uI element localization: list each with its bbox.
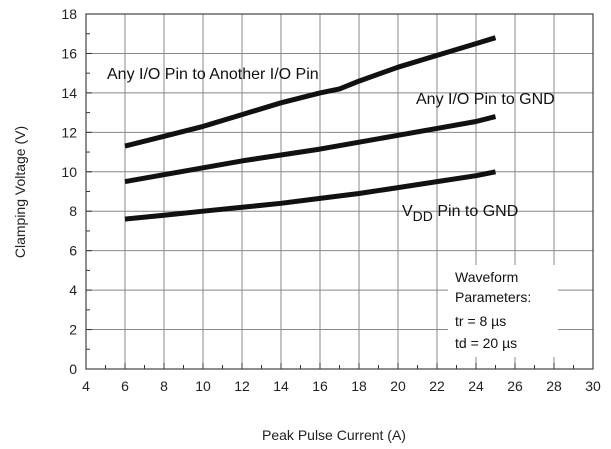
y-tick-label: 4	[69, 282, 77, 298]
annotation-box	[448, 265, 558, 357]
series-line-io-to-io	[124, 35, 497, 149]
series-label-vdd-sub: DD	[413, 208, 433, 224]
x-tick-label: 22	[429, 378, 445, 394]
x-axis-title: Peak Pulse Current (A)	[262, 427, 406, 443]
plot-frame-border	[85, 13, 594, 370]
series-label-vdd-rest: Pin to GND	[433, 203, 518, 220]
y-tick-label: 18	[61, 6, 77, 22]
series-line-io-to-gnd	[124, 114, 497, 185]
series-label-vdd-v: V	[402, 203, 413, 220]
y-tick-label: 16	[61, 45, 77, 61]
annotation-line-4: td = 20 µs	[455, 335, 517, 351]
y-tick-label: 8	[69, 203, 77, 219]
x-tick-label: 10	[195, 378, 211, 394]
y-tick-label: 2	[69, 322, 77, 338]
y-tick-label: 12	[61, 124, 77, 140]
series-label-io-to-gnd: Any I/O Pin to GND	[416, 91, 555, 108]
y-tick-label: 6	[69, 243, 77, 259]
y-tick-label: 10	[61, 164, 77, 180]
series-label-io-to-io: Any I/O Pin to Another I/O Pin	[107, 66, 319, 83]
x-tick-label: 8	[160, 378, 168, 394]
annotation-line-1: Waveform	[455, 269, 518, 285]
x-tick-label: 18	[351, 378, 367, 394]
annotation-line-2: Parameters:	[455, 289, 531, 305]
y-axis-title: Clamping Voltage (V)	[12, 126, 28, 258]
x-tick-label: 6	[121, 378, 129, 394]
x-tick-label: 4	[82, 378, 90, 394]
x-tick-label: 12	[234, 378, 250, 394]
series-label-vdd-to-gnd: VDD Pin to GND	[402, 203, 518, 224]
series-lines	[124, 35, 497, 222]
annotation-line-3: tr = 8 µs	[455, 313, 506, 329]
x-tick-label: 26	[507, 378, 523, 394]
x-tick-label: 20	[390, 378, 406, 394]
plot-frame	[85, 13, 594, 370]
x-tick-label: 28	[546, 378, 562, 394]
x-tick-label: 30	[585, 378, 601, 394]
x-tick-label: 14	[273, 378, 289, 394]
y-tick-label: 14	[61, 85, 77, 101]
series-line-vdd-to-gnd	[124, 169, 496, 222]
x-tick-label: 24	[468, 378, 484, 394]
x-tick-label: 16	[312, 378, 328, 394]
y-tick-label: 0	[69, 361, 77, 377]
